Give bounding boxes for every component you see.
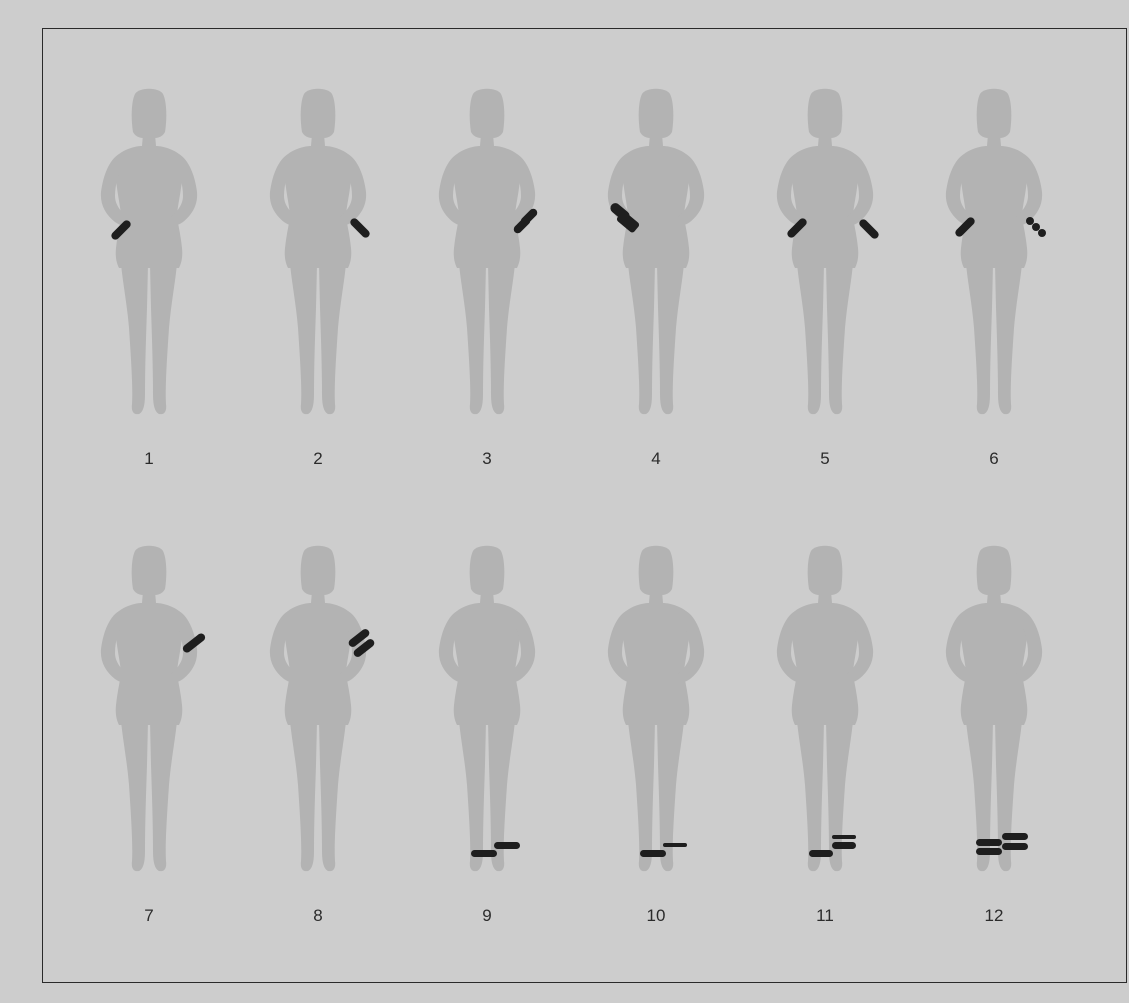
figure-1: 1 bbox=[79, 88, 219, 508]
silhouette-figure-11 bbox=[776, 545, 874, 872]
figure-label: 7 bbox=[144, 906, 154, 925]
figure-12: 12 bbox=[924, 545, 1064, 965]
figure-label: 11 bbox=[816, 906, 834, 925]
figure-9: 9 bbox=[417, 545, 557, 965]
band-markers-4 bbox=[610, 203, 640, 233]
band-markers-10 bbox=[640, 843, 687, 857]
figure-label: 2 bbox=[313, 449, 323, 468]
figure-5: 5 bbox=[755, 88, 895, 508]
band-markers-8 bbox=[348, 629, 375, 657]
silhouette-figure-6 bbox=[945, 88, 1046, 415]
figure-11: 11 bbox=[755, 545, 895, 965]
band-markers-5 bbox=[787, 218, 879, 239]
figure-6: 6 bbox=[924, 88, 1064, 508]
band-markers-6 bbox=[955, 217, 1046, 237]
band-markers-2 bbox=[350, 218, 370, 238]
silhouette-figure-12 bbox=[945, 545, 1043, 872]
band-markers-9 bbox=[471, 842, 520, 857]
figure-label: 6 bbox=[989, 449, 999, 468]
figure-label: 8 bbox=[313, 906, 323, 925]
figure-7: 7 bbox=[79, 545, 219, 965]
figure-3: 3 bbox=[417, 88, 557, 508]
silhouette-figure-10 bbox=[607, 545, 705, 872]
figure-label: 4 bbox=[651, 449, 661, 468]
figure-label: 12 bbox=[984, 906, 1004, 925]
figure-10: 10 bbox=[586, 545, 726, 965]
silhouette-figure-7 bbox=[100, 545, 206, 872]
figure-label: 9 bbox=[482, 906, 492, 925]
band-markers-3 bbox=[513, 208, 538, 234]
band-markers-1 bbox=[111, 220, 131, 240]
silhouette-figure-4 bbox=[607, 88, 705, 415]
figure-label: 10 bbox=[646, 906, 666, 925]
band-markers-11 bbox=[809, 835, 856, 857]
figure-label: 1 bbox=[144, 449, 154, 468]
silhouette-figure-2 bbox=[269, 88, 370, 415]
figure-label: 5 bbox=[820, 449, 830, 468]
figure-frame bbox=[42, 28, 1127, 983]
band-markers-7 bbox=[182, 633, 206, 653]
figure-2: 2 bbox=[248, 88, 388, 508]
figure-4: 4 bbox=[586, 88, 726, 508]
silhouette-figure-8 bbox=[269, 545, 375, 872]
silhouette-figure-9 bbox=[438, 545, 536, 872]
silhouette-figure-5 bbox=[776, 88, 879, 415]
band-markers-12 bbox=[976, 833, 1028, 855]
figure-8: 8 bbox=[248, 545, 388, 965]
silhouette-figure-1 bbox=[100, 88, 198, 415]
figure-label: 3 bbox=[482, 449, 492, 468]
silhouette-figure-3 bbox=[438, 88, 538, 415]
